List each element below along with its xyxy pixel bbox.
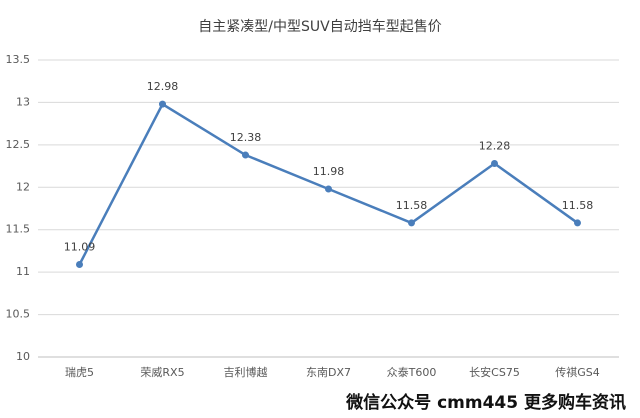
data-label: 12.98 xyxy=(147,80,179,93)
data-label: 12.28 xyxy=(479,140,511,153)
y-tick-label: 10 xyxy=(16,350,30,363)
marker xyxy=(242,151,249,159)
y-tick-label: 10.5 xyxy=(6,308,31,321)
x-tick-label: 东南DX7 xyxy=(306,366,351,379)
marker xyxy=(76,261,83,269)
data-label: 11.58 xyxy=(396,199,428,212)
marker xyxy=(159,100,166,108)
y-tick-label: 13.5 xyxy=(6,53,31,66)
marker xyxy=(408,219,415,227)
marker xyxy=(325,185,332,193)
x-tick-label: 众泰T600 xyxy=(387,365,437,379)
x-tick-label: 吉利博越 xyxy=(224,365,268,379)
y-tick-label: 11 xyxy=(16,265,30,278)
y-tick-label: 12 xyxy=(16,180,30,193)
data-label: 11.09 xyxy=(64,241,96,254)
y-tick-label: 13 xyxy=(16,95,30,108)
marker xyxy=(491,160,498,168)
marker xyxy=(574,219,581,227)
chart-title: 自主紧凑型/中型SUV自动挡车型起售价 xyxy=(198,18,441,35)
line xyxy=(78,102,579,266)
data-label: 12.38 xyxy=(230,131,262,144)
data-label: 11.58 xyxy=(562,199,594,212)
x-tick-label: 瑞虎5 xyxy=(65,365,94,379)
y-tick-label: 12.5 xyxy=(6,138,31,151)
x-tick-label: 荣威RX5 xyxy=(140,366,184,379)
y-tick-label: 11.5 xyxy=(6,223,31,236)
watermark: 微信公众号 cmm445 更多购车资讯 xyxy=(345,392,626,413)
x-tick-label: 长安CS75 xyxy=(469,365,520,379)
data-label: 11.98 xyxy=(313,165,345,178)
x-tick-label: 传祺GS4 xyxy=(555,366,600,379)
